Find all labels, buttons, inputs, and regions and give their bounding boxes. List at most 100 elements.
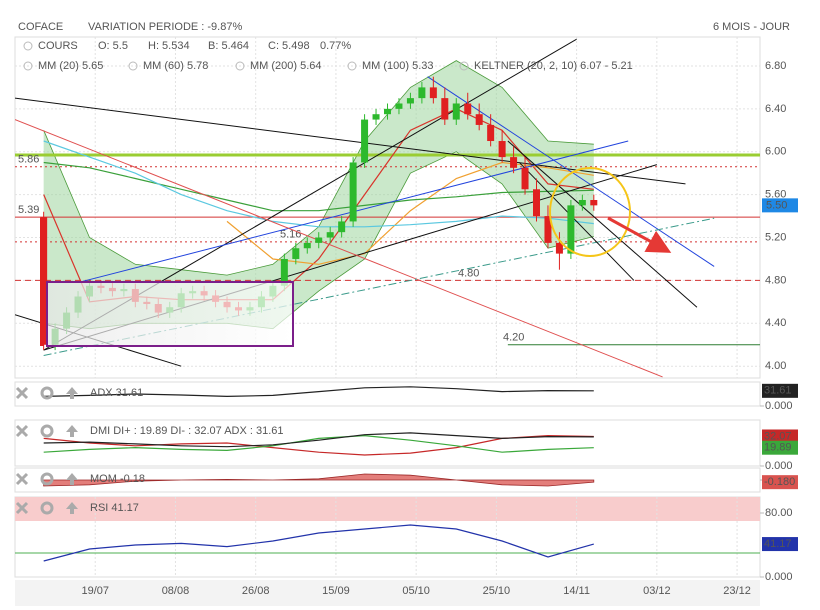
y-tick-label: 4.80 — [765, 274, 786, 286]
last-value-label: -0.180 — [764, 476, 795, 488]
remove-icon — [15, 472, 29, 486]
trendline — [518, 162, 635, 281]
candle-body — [510, 157, 518, 168]
legend-icon — [347, 61, 357, 71]
legend-entry: MM (100) 5.33 — [362, 60, 434, 72]
settings-icon — [40, 424, 54, 438]
indicator-line — [43, 524, 594, 562]
y-tick-label: 4.40 — [765, 317, 786, 329]
indicator-line — [43, 386, 594, 398]
level-label: 4.80 — [458, 267, 479, 279]
trendline — [15, 97, 686, 185]
legend-low: B: 5.464 — [208, 40, 249, 52]
last-value-label: 41.17 — [764, 538, 792, 550]
candle-body — [338, 221, 346, 233]
x-tick-label: 03/12 — [643, 585, 671, 597]
legend-cours: COURS — [38, 40, 78, 52]
candle-body — [418, 87, 426, 99]
settings-icon — [40, 472, 54, 486]
trendline — [15, 119, 663, 378]
legend-icon — [459, 61, 469, 71]
annotations — [40, 167, 672, 347]
y-tick-label: 0.000 — [765, 571, 793, 583]
candle-body — [372, 114, 380, 120]
move-icon — [66, 425, 78, 437]
last-value-label: 31.61 — [764, 385, 792, 397]
y-tick-label: 5.20 — [765, 231, 786, 243]
last-price-label: 5.50 — [766, 199, 787, 211]
candle-body — [475, 114, 483, 125]
legend-entry: KELTNER (20, 2, 10) 6.07 - 5.21 — [474, 60, 633, 72]
move-icon — [66, 502, 78, 514]
x-tick-label: 25/10 — [483, 585, 511, 597]
y-tick-label: 6.40 — [765, 103, 786, 115]
plot-area: 5.86 5.39 5.16 4.80 4.20 — [15, 38, 760, 378]
y-tick-label: 6.80 — [765, 60, 786, 72]
candle-body — [498, 141, 506, 158]
candle-body — [578, 199, 586, 206]
last-value-box — [762, 475, 798, 490]
legend-close: C: 5.498 — [268, 40, 310, 52]
candle-body — [315, 237, 323, 243]
last-price-box — [762, 198, 798, 213]
panel-frame — [14, 419, 761, 467]
zone-band — [15, 497, 760, 521]
legend-high: H: 5.534 — [148, 40, 190, 52]
candle-body — [303, 242, 311, 249]
y-tick-label: 5.60 — [765, 189, 786, 201]
x-tick-label: 05/10 — [402, 585, 430, 597]
candle-body — [544, 216, 552, 243]
legend-open: O: 5.5 — [98, 40, 128, 52]
remove-icon — [15, 501, 29, 515]
x-tick-label: 23/12 — [723, 585, 751, 597]
candle-body — [441, 98, 449, 120]
settings-icon — [40, 501, 54, 515]
settings-icon — [40, 386, 54, 400]
last-value-box — [762, 440, 798, 455]
candle-body — [292, 248, 300, 259]
move-icon — [66, 473, 78, 485]
candle-body — [555, 242, 563, 254]
legend-change: 0.77% — [320, 40, 351, 52]
last-value-box — [762, 537, 798, 552]
candle-body — [395, 103, 403, 109]
indicator-title: MOM -0.18 — [90, 473, 145, 485]
candle-body — [384, 108, 391, 115]
indicator-line — [43, 434, 594, 453]
legend-entry: MM (20) 5.65 — [38, 60, 103, 72]
moving-average — [43, 140, 594, 228]
x-tick-label: 14/11 — [563, 585, 590, 597]
highlight-ellipse — [549, 167, 631, 257]
candle-body — [533, 189, 540, 217]
level-label: 5.16 — [280, 229, 301, 241]
last-value-label: 19.89 — [764, 442, 792, 454]
range-box — [46, 281, 294, 347]
candle-body — [452, 103, 460, 120]
level-label: 5.39 — [18, 204, 39, 216]
move-icon — [66, 387, 78, 399]
level-label: 5.86 — [18, 154, 39, 166]
trend-arrow — [607, 216, 672, 253]
legend-icon — [235, 61, 245, 71]
variation: VARIATION PERIODE : -9.87% — [88, 21, 242, 33]
candle-body — [361, 119, 369, 163]
period: 6 MOIS - JOUR — [713, 21, 790, 33]
legend-icon — [23, 41, 33, 51]
moving-average — [43, 161, 594, 212]
symbol: COFACE — [18, 21, 63, 33]
level-label: 4.20 — [503, 332, 524, 344]
candle-body — [349, 162, 357, 222]
remove-icon — [15, 424, 29, 438]
candle-body — [429, 87, 437, 99]
x-tick-label: 19/07 — [81, 585, 109, 597]
legend-icon — [23, 61, 33, 71]
legend-entry: MM (60) 5.78 — [143, 60, 208, 72]
x-tick-label: 08/08 — [162, 585, 190, 597]
main-panel: 4.00 4.40 4.80 5.20 5.60 6.00 6.40 6.80 5.86 5.39… — [14, 36, 798, 379]
last-value-label: 32.07 — [764, 430, 792, 442]
candle-body — [567, 205, 575, 254]
last-value-box — [762, 383, 798, 398]
x-axis-strip — [15, 580, 760, 606]
candle-body — [280, 258, 288, 286]
